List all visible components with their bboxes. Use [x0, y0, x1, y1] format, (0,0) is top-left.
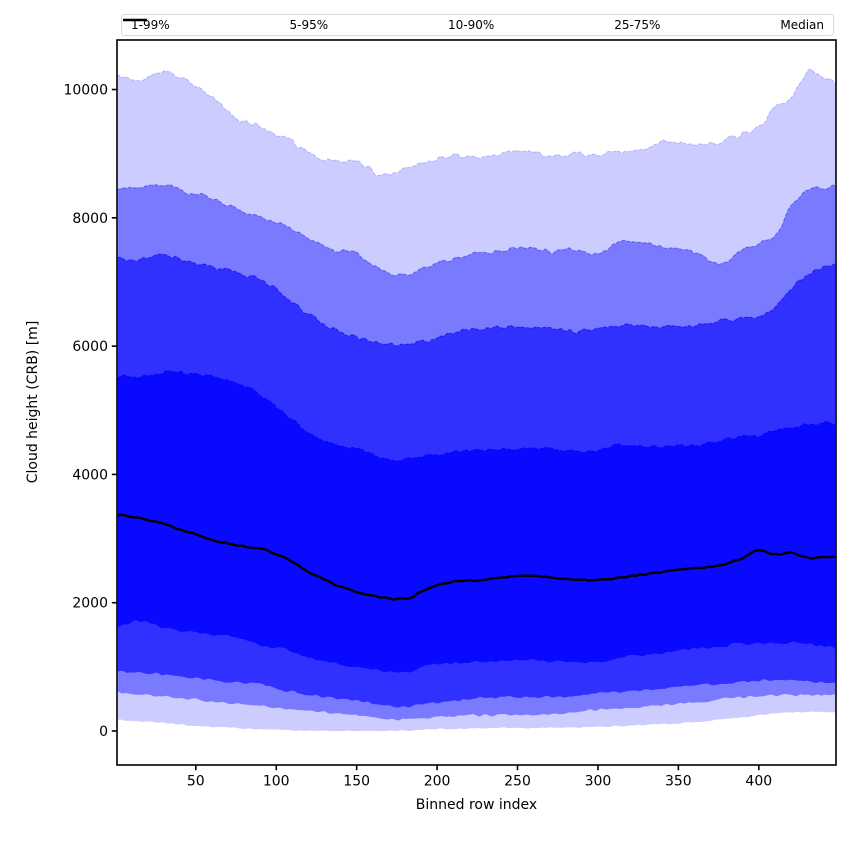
median-line	[117, 513, 836, 601]
ticks-group: 50 100 150 200 250 300 350 40002000400060008000…	[63, 83, 772, 790]
x-tick-label: 200	[424, 774, 451, 790]
legend-label: Median	[780, 18, 824, 32]
edge-p95	[117, 184, 836, 277]
y-tick-label: 8000	[72, 211, 108, 227]
y-tick-label: 6000	[72, 339, 108, 355]
y-tick-label: 2000	[72, 596, 108, 612]
legend: 1-99% 5-95% 10-90% 25-75% Median	[121, 14, 834, 36]
x-tick-label: 300	[585, 774, 612, 790]
y-axis-label: Cloud height (CRB) [m]	[25, 320, 41, 484]
legend-line-sample	[123, 18, 147, 22]
x-tick-label: 50	[187, 774, 205, 790]
x-tick-label: 150	[343, 774, 370, 790]
x-tick-label: 100	[263, 774, 290, 790]
band-25-75%	[117, 370, 836, 673]
x-tick-label: 250	[504, 774, 531, 790]
bands-group	[117, 68, 836, 731]
x-axis-label: Binned row index	[415, 797, 538, 813]
y-tick-label: 0	[99, 724, 108, 740]
y-tick-label: 10000	[63, 83, 108, 99]
legend-label: 25-75%	[614, 18, 661, 32]
x-tick-label: 350	[665, 774, 692, 790]
edge-p75	[117, 370, 836, 462]
legend-item-Median: Median	[123, 18, 824, 32]
y-tick-label: 4000	[72, 467, 108, 483]
legend-label: 5-95%	[289, 18, 329, 32]
edge-p99	[117, 68, 836, 177]
axes-spines	[116, 39, 837, 766]
legend-label: 10-90%	[448, 18, 495, 32]
edge-p90	[117, 253, 836, 347]
x-tick-label: 400	[745, 774, 772, 790]
legend-label: 1-99%	[131, 18, 170, 32]
